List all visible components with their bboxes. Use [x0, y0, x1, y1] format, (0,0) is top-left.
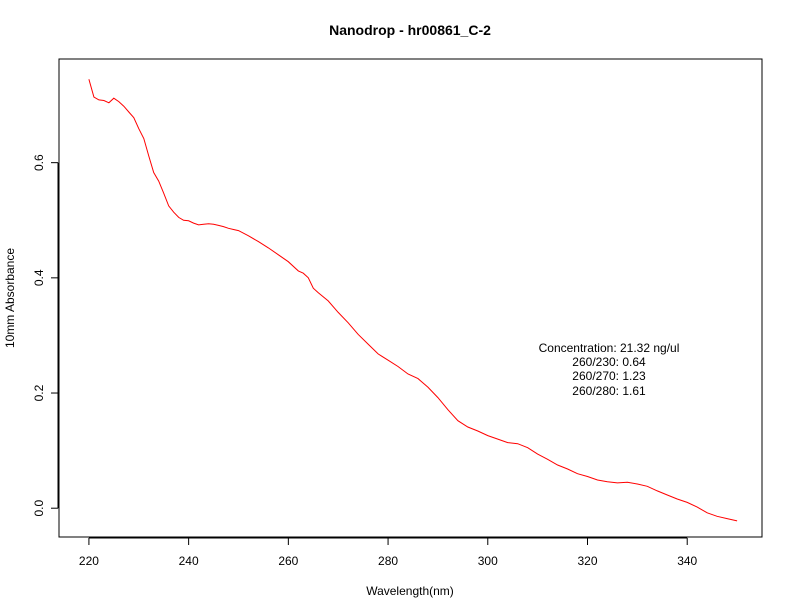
x-tick-label: 300 [478, 554, 498, 568]
ratio-260-230-annotation: 260/230: 0.64 [572, 355, 646, 369]
x-tick-label: 220 [79, 554, 99, 568]
plot-frame [58, 58, 763, 538]
y-tick-label: 0.6 [32, 154, 46, 171]
x-tick-label: 260 [278, 554, 298, 568]
absorbance-line [88, 79, 738, 522]
y-tick-label: 0.0 [32, 500, 46, 517]
chart-title: Nanodrop - hr00861_C-2 [329, 22, 491, 38]
x-tick-label: 320 [577, 554, 597, 568]
ratio-260-280-annotation: 260/280: 1.61 [572, 384, 646, 398]
x-axis: 220 240 260 280 300 320 340 [79, 537, 698, 568]
x-tick-label: 240 [179, 554, 199, 568]
annotation-block: Concentration: 21.32 ng/ul 260/230: 0.64… [539, 341, 680, 398]
ratio-260-270-annotation: 260/270: 1.23 [572, 369, 646, 383]
y-axis: 0.0 0.2 0.4 0.6 [32, 154, 59, 517]
y-axis-label: 10mm Absorbance [3, 248, 17, 348]
x-tick-label: 340 [677, 554, 697, 568]
y-tick-label: 0.4 [32, 269, 46, 286]
x-tick-label: 280 [378, 554, 398, 568]
y-tick-label: 0.2 [32, 384, 46, 401]
concentration-annotation: Concentration: 21.32 ng/ul [539, 341, 680, 355]
x-axis-label: Wavelength(nm) [366, 584, 454, 598]
